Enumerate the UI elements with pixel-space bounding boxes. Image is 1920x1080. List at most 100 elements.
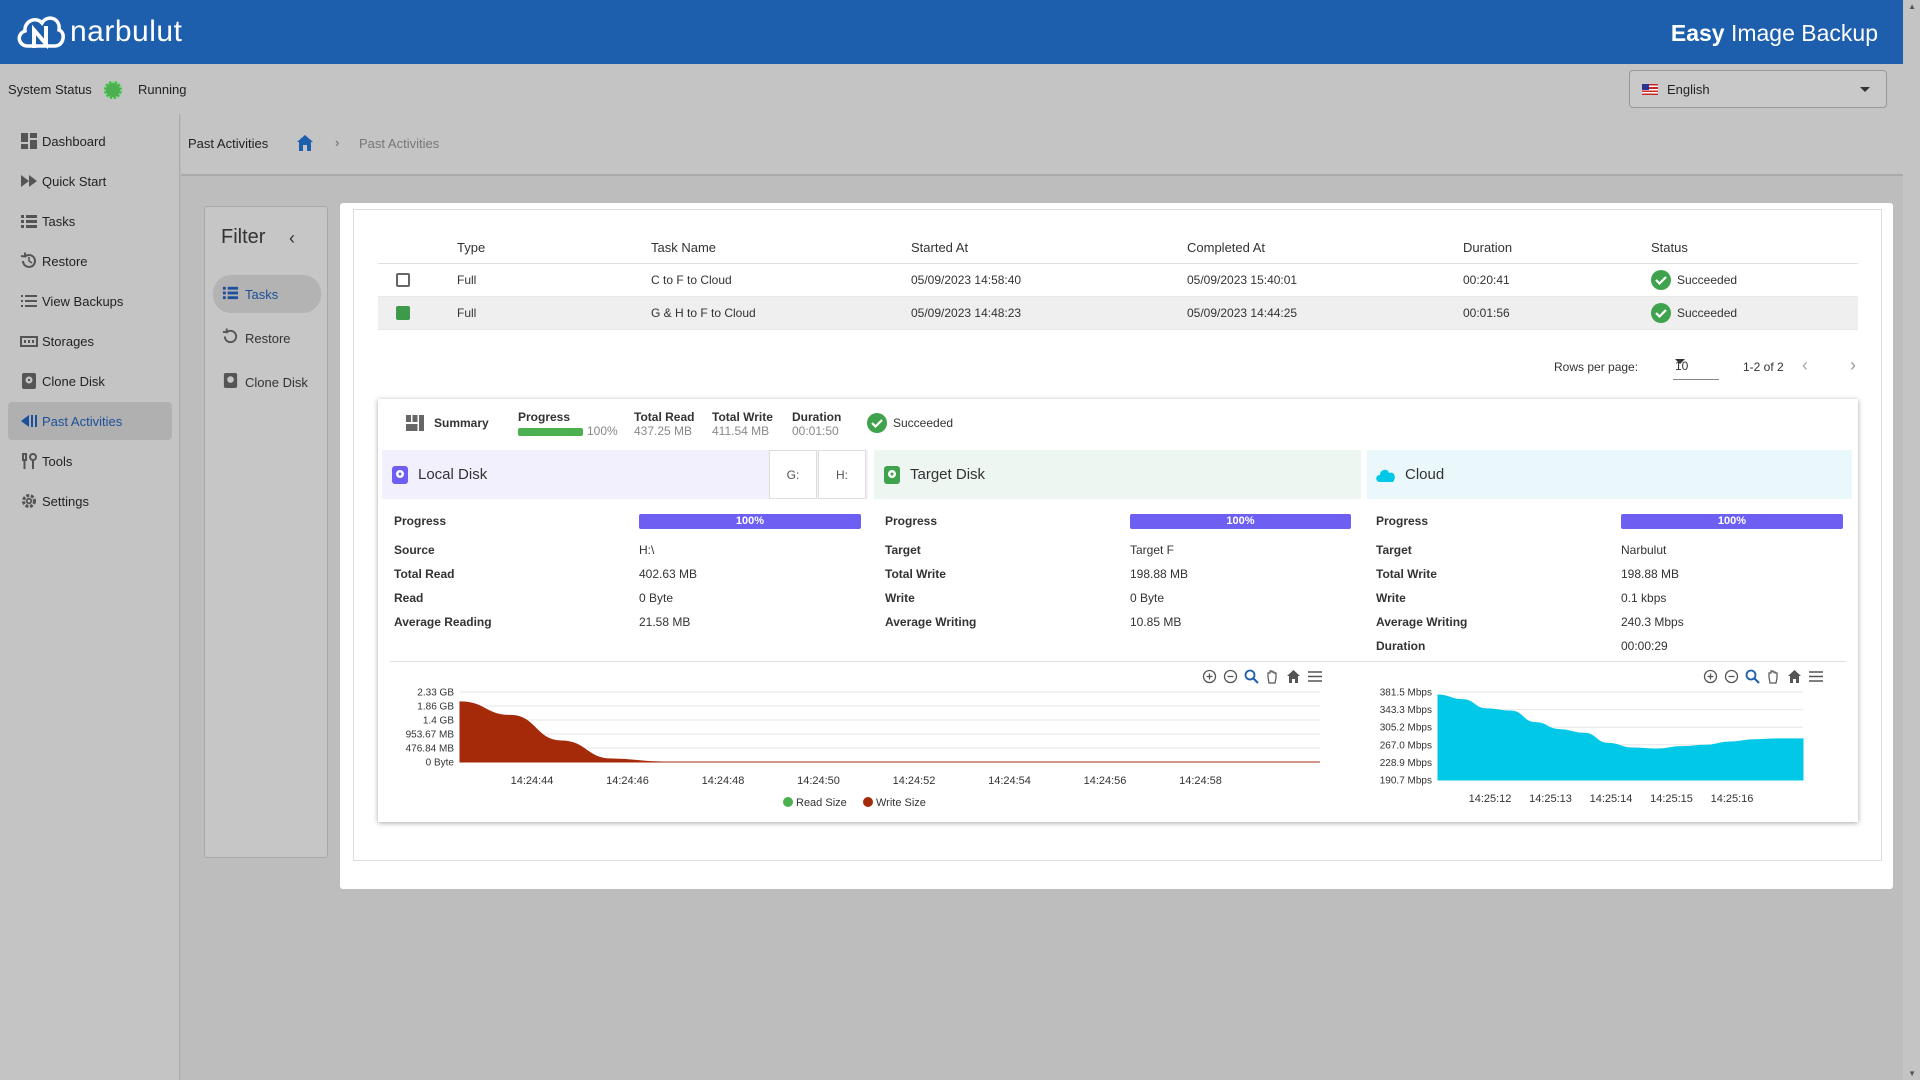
local-progress-label: Progress	[394, 514, 447, 528]
restore-icon	[222, 328, 239, 348]
sidebar-item-restore[interactable]: Restore	[8, 242, 172, 280]
cell-completed-at: 05/09/2023 14:44:25	[1187, 296, 1463, 330]
y-tick-label: 267.0 Mbps	[1380, 740, 1432, 751]
us-flag-icon	[1642, 84, 1658, 95]
sidebar-item-quick-start[interactable]: Quick Start	[8, 162, 172, 200]
sidebar-item-view-backups[interactable]: View Backups	[8, 282, 172, 320]
filter-item-tasks[interactable]: Tasks	[213, 275, 321, 313]
view-list-icon	[19, 292, 38, 311]
pan-hand-icon[interactable]	[1265, 669, 1280, 684]
drive-g-button[interactable]: G:	[769, 450, 817, 499]
activities-container: Type Task Name Started At Completed At D…	[353, 209, 1882, 861]
cell-duration: 00:01:56	[1463, 296, 1651, 330]
column-header-started-at[interactable]: Started At	[911, 233, 1187, 264]
app-header: narbulut Easy Image Backup	[0, 0, 1920, 64]
language-select[interactable]: English	[1629, 70, 1887, 108]
sidebar-item-storages[interactable]: Storages	[8, 322, 172, 360]
column-header-type[interactable]: Type	[457, 233, 651, 264]
x-tick-label: 14:25:16	[1711, 793, 1754, 805]
cloud-logo-icon	[17, 16, 65, 50]
filter-item-clone-disk[interactable]: Clone Disk	[213, 363, 321, 401]
section-divider	[390, 661, 1846, 662]
dashboard-icon	[19, 132, 38, 151]
sidebar-item-settings[interactable]: Settings	[8, 482, 172, 520]
table-row[interactable]: Full C to F to Cloud 05/09/2023 14:58:40…	[378, 263, 1858, 297]
chart-menu-icon[interactable]	[1808, 669, 1824, 684]
narbulut-logo[interactable]: narbulut	[14, 8, 182, 56]
table-header-row: Type Task Name Started At Completed At D…	[378, 233, 1858, 264]
sidebar-item-past-activities[interactable]: Past Activities	[8, 402, 172, 440]
selection-zoom-icon[interactable]	[1745, 669, 1760, 684]
drive-h-button[interactable]: H:	[818, 450, 866, 499]
cloud-field-label: Write	[1376, 591, 1406, 605]
table-pagination: Rows per page: 10 1-2 of 2 ‹ ›	[1554, 351, 1874, 381]
summary-bar: Summary Progress 100% Total Read 437.25 …	[378, 399, 1858, 447]
zoom-out-icon[interactable]	[1724, 669, 1739, 684]
target-field-label: Average Writing	[885, 615, 977, 629]
row-checkbox[interactable]	[396, 272, 410, 287]
disk-chart-toolbar	[1202, 669, 1323, 684]
x-tick-label: 14:25:13	[1529, 793, 1572, 805]
cloud-throughput-chart: 381.5 Mbps 343.3 Mbps 305.2 Mbps 267.0 Mbps…	[1380, 688, 1804, 805]
page-scrollbar[interactable]: ▲ ▼	[1903, 0, 1920, 1080]
zoom-out-icon[interactable]	[1223, 669, 1238, 684]
previous-page-icon[interactable]: ‹	[1802, 355, 1808, 375]
y-tick-label: 476.84 MB	[406, 744, 455, 755]
series-area-write-size	[459, 701, 1320, 763]
activity-detail-card: Summary Progress 100% Total Read 437.25 …	[378, 399, 1858, 822]
summary-progress-bar	[518, 427, 583, 436]
column-header-status[interactable]: Status	[1651, 233, 1858, 264]
filter-panel: Filter ‹ Tasks Restore Clone Disk	[204, 206, 328, 858]
sidebar-item-label: Tasks	[42, 213, 76, 229]
sidebar-item-clone-disk[interactable]: Clone Disk	[8, 362, 172, 400]
filter-item-restore[interactable]: Restore	[213, 319, 321, 357]
next-page-icon[interactable]: ›	[1850, 355, 1856, 375]
x-tick-label: 14:24:54	[988, 775, 1031, 787]
fast-forward-icon	[19, 172, 38, 191]
list-icon	[19, 212, 38, 231]
x-tick-label: 14:25:12	[1469, 793, 1512, 805]
zoom-in-icon[interactable]	[1202, 669, 1217, 684]
local-field-value: H:\	[639, 543, 655, 557]
column-header-duration[interactable]: Duration	[1463, 233, 1651, 264]
clone-disk-icon	[222, 372, 239, 392]
summary-total-read-label: Total Read	[634, 410, 695, 424]
cloud-field-value: Narbulut	[1621, 543, 1667, 557]
y-tick-label: 305.2 Mbps	[1380, 723, 1432, 734]
status-bar: System Status Running	[0, 64, 1920, 114]
cloud-field-label: Total Write	[1376, 567, 1437, 581]
series-area-throughput	[1437, 694, 1804, 781]
filter-item-label: Clone Disk	[245, 374, 308, 390]
cell-task-name: G & H to F to Cloud	[651, 296, 911, 330]
table-row[interactable]: Full G & H to F to Cloud 05/09/2023 14:4…	[378, 296, 1858, 330]
scroll-down-arrow-icon[interactable]: ▼	[1908, 1069, 1916, 1078]
legend-label: Write Size	[876, 797, 926, 809]
column-header-task-name[interactable]: Task Name	[651, 233, 911, 264]
sidebar-item-label: Quick Start	[42, 173, 107, 189]
pan-hand-icon[interactable]	[1766, 669, 1781, 684]
cloud-title: Cloud	[1405, 466, 1445, 483]
local-field-value: 0 Byte	[639, 591, 674, 605]
sidebar-item-label: Restore	[42, 253, 88, 269]
sidebar-item-tasks[interactable]: Tasks	[8, 202, 172, 240]
selection-zoom-icon[interactable]	[1244, 669, 1259, 684]
zoom-in-icon[interactable]	[1703, 669, 1718, 684]
app-title-rest: Image Backup	[1724, 20, 1878, 46]
summary-tab[interactable]: Summary	[406, 415, 489, 431]
row-checkbox[interactable]	[396, 305, 410, 320]
column-header-completed-at[interactable]: Completed At	[1187, 233, 1463, 264]
reset-zoom-home-icon[interactable]	[1286, 669, 1301, 684]
summary-total-write-value: 411.54 MB	[712, 424, 770, 438]
home-icon[interactable]	[296, 134, 314, 155]
legend-label: Read Size	[796, 797, 847, 809]
chart-menu-icon[interactable]	[1307, 669, 1323, 684]
sidebar-item-dashboard[interactable]: Dashboard	[8, 122, 172, 160]
sidebar-item-tools[interactable]: Tools	[8, 442, 172, 480]
reset-zoom-home-icon[interactable]	[1787, 669, 1802, 684]
rows-per-page-select[interactable]: 10	[1673, 354, 1719, 380]
summary-title: Summary	[434, 416, 489, 430]
breadcrumb-separator: ›	[335, 135, 340, 150]
legend-marker	[783, 797, 793, 807]
collapse-chevron-icon[interactable]: ‹	[289, 228, 295, 248]
scroll-up-arrow-icon[interactable]: ▲	[1908, 2, 1916, 11]
